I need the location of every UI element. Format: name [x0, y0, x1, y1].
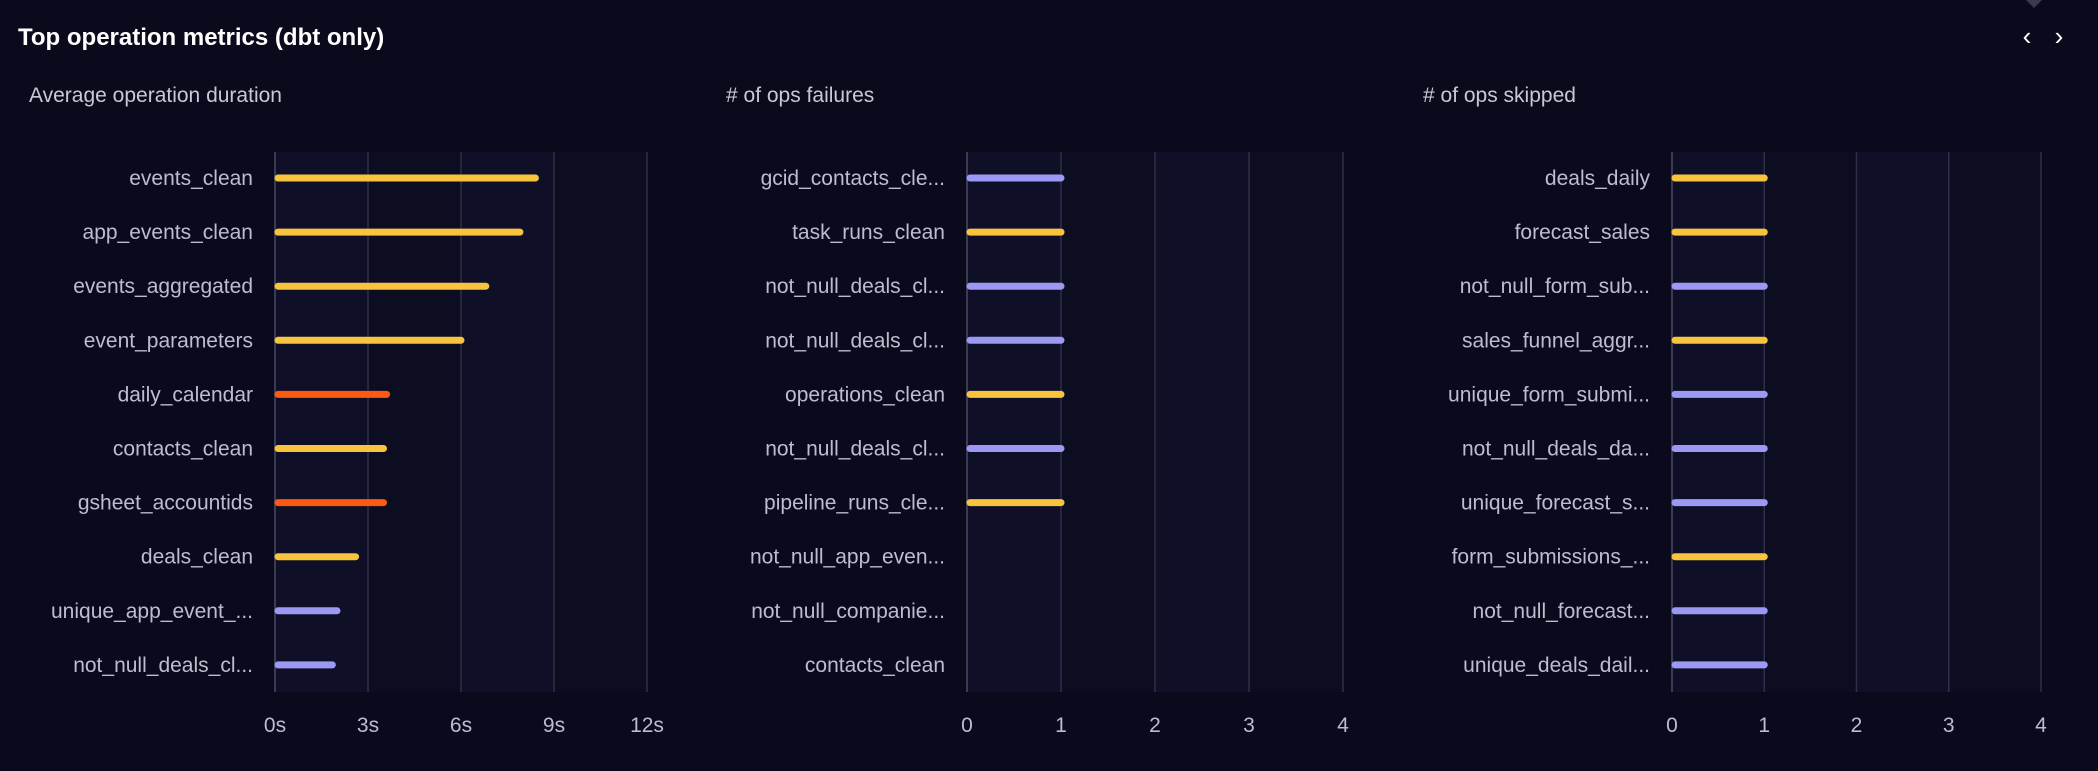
- tooltip-notch: [2026, 0, 2042, 8]
- category-label: task_runs_clean: [792, 221, 945, 244]
- category-label: not_null_deals_cl...: [73, 654, 253, 677]
- x-tick-label: 12s: [630, 714, 664, 737]
- category-label: event_parameters: [84, 329, 253, 352]
- x-tick-label: 1: [1055, 714, 1067, 737]
- category-label: events_clean: [129, 167, 253, 190]
- plot-band: [368, 152, 461, 692]
- panel-title: Top operation metrics (dbt only): [18, 24, 385, 51]
- category-label: daily_calendar: [118, 383, 253, 406]
- plot-band: [1061, 152, 1155, 692]
- plot-band: [967, 152, 1061, 692]
- chart-title-failures: # of ops failures: [726, 84, 875, 107]
- x-tick-label: 0: [961, 714, 973, 737]
- category-label: not_null_deals_cl...: [765, 438, 945, 461]
- category-label: not_null_forecast...: [1473, 600, 1650, 623]
- chart-navigation: ‹ ›: [2016, 22, 2070, 50]
- plot-band: [554, 152, 647, 692]
- category-label: deals_clean: [141, 546, 253, 569]
- category-label: not_null_deals_cl...: [765, 329, 945, 352]
- category-label: contacts_clean: [113, 438, 253, 461]
- plot-band: [1672, 152, 1765, 692]
- failures-bar-chart: 0 1 2 3 4 gcid_contacts_cle... task_runs_clean…: [750, 152, 1349, 737]
- chevron-left-icon[interactable]: ‹: [2022, 21, 2032, 51]
- category-label: operations_clean: [785, 383, 945, 406]
- x-tick-label: 0s: [264, 714, 286, 737]
- category-label: app_events_clean: [83, 221, 253, 244]
- x-tick-label: 0: [1666, 714, 1678, 737]
- x-tick-label: 4: [2035, 714, 2047, 737]
- skipped-bar-chart: 0 1 2 3 4 deals_daily forecast_sales not_null_f…: [1448, 152, 2047, 737]
- plot-band: [1856, 152, 1949, 692]
- x-tick-label: 1: [1758, 714, 1770, 737]
- plot-band: [1249, 152, 1343, 692]
- x-tick-label: 4: [1337, 714, 1349, 737]
- category-label: not_null_app_even...: [750, 546, 945, 569]
- x-tick-label: 2: [1851, 714, 1863, 737]
- chevron-right-icon[interactable]: ›: [2054, 21, 2064, 51]
- x-tick-label: 3: [1943, 714, 1955, 737]
- x-tick-label: 2: [1149, 714, 1161, 737]
- category-label: not_null_deals_da...: [1462, 438, 1650, 461]
- category-label: deals_daily: [1545, 167, 1651, 190]
- plot-band: [1764, 152, 1857, 692]
- plot-band: [1155, 152, 1249, 692]
- plot-band: [1948, 152, 2041, 692]
- category-label: unique_form_submi...: [1448, 383, 1650, 406]
- plot-band: [461, 152, 554, 692]
- category-label: not_null_companie...: [751, 600, 945, 623]
- chart-title-duration: Average operation duration: [29, 84, 282, 107]
- category-label: form_submissions_...: [1452, 546, 1650, 569]
- x-tick-label: 3s: [357, 714, 379, 737]
- category-label: contacts_clean: [805, 654, 945, 677]
- x-tick-label: 6s: [450, 714, 472, 737]
- category-label: pipeline_runs_cle...: [764, 492, 945, 515]
- category-label: events_aggregated: [73, 275, 253, 298]
- category-label: not_null_form_sub...: [1460, 275, 1650, 298]
- category-label: unique_deals_dail...: [1463, 654, 1650, 677]
- chart-title-skipped: # of ops skipped: [1423, 84, 1576, 107]
- category-label: not_null_deals_cl...: [765, 275, 945, 298]
- category-label: gcid_contacts_cle...: [761, 167, 945, 190]
- x-tick-label: 3: [1243, 714, 1255, 737]
- category-label: forecast_sales: [1515, 221, 1650, 244]
- x-tick-label: 9s: [543, 714, 565, 737]
- category-label: sales_funnel_aggr...: [1462, 329, 1650, 352]
- plot-band: [275, 152, 368, 692]
- duration-bar-chart: 0s 3s 6s 9s 12s events_clean app_events_cleane…: [51, 152, 664, 737]
- category-label: gsheet_accountids: [78, 492, 253, 515]
- category-label: unique_app_event_...: [51, 600, 253, 623]
- category-label: unique_forecast_s...: [1461, 492, 1650, 515]
